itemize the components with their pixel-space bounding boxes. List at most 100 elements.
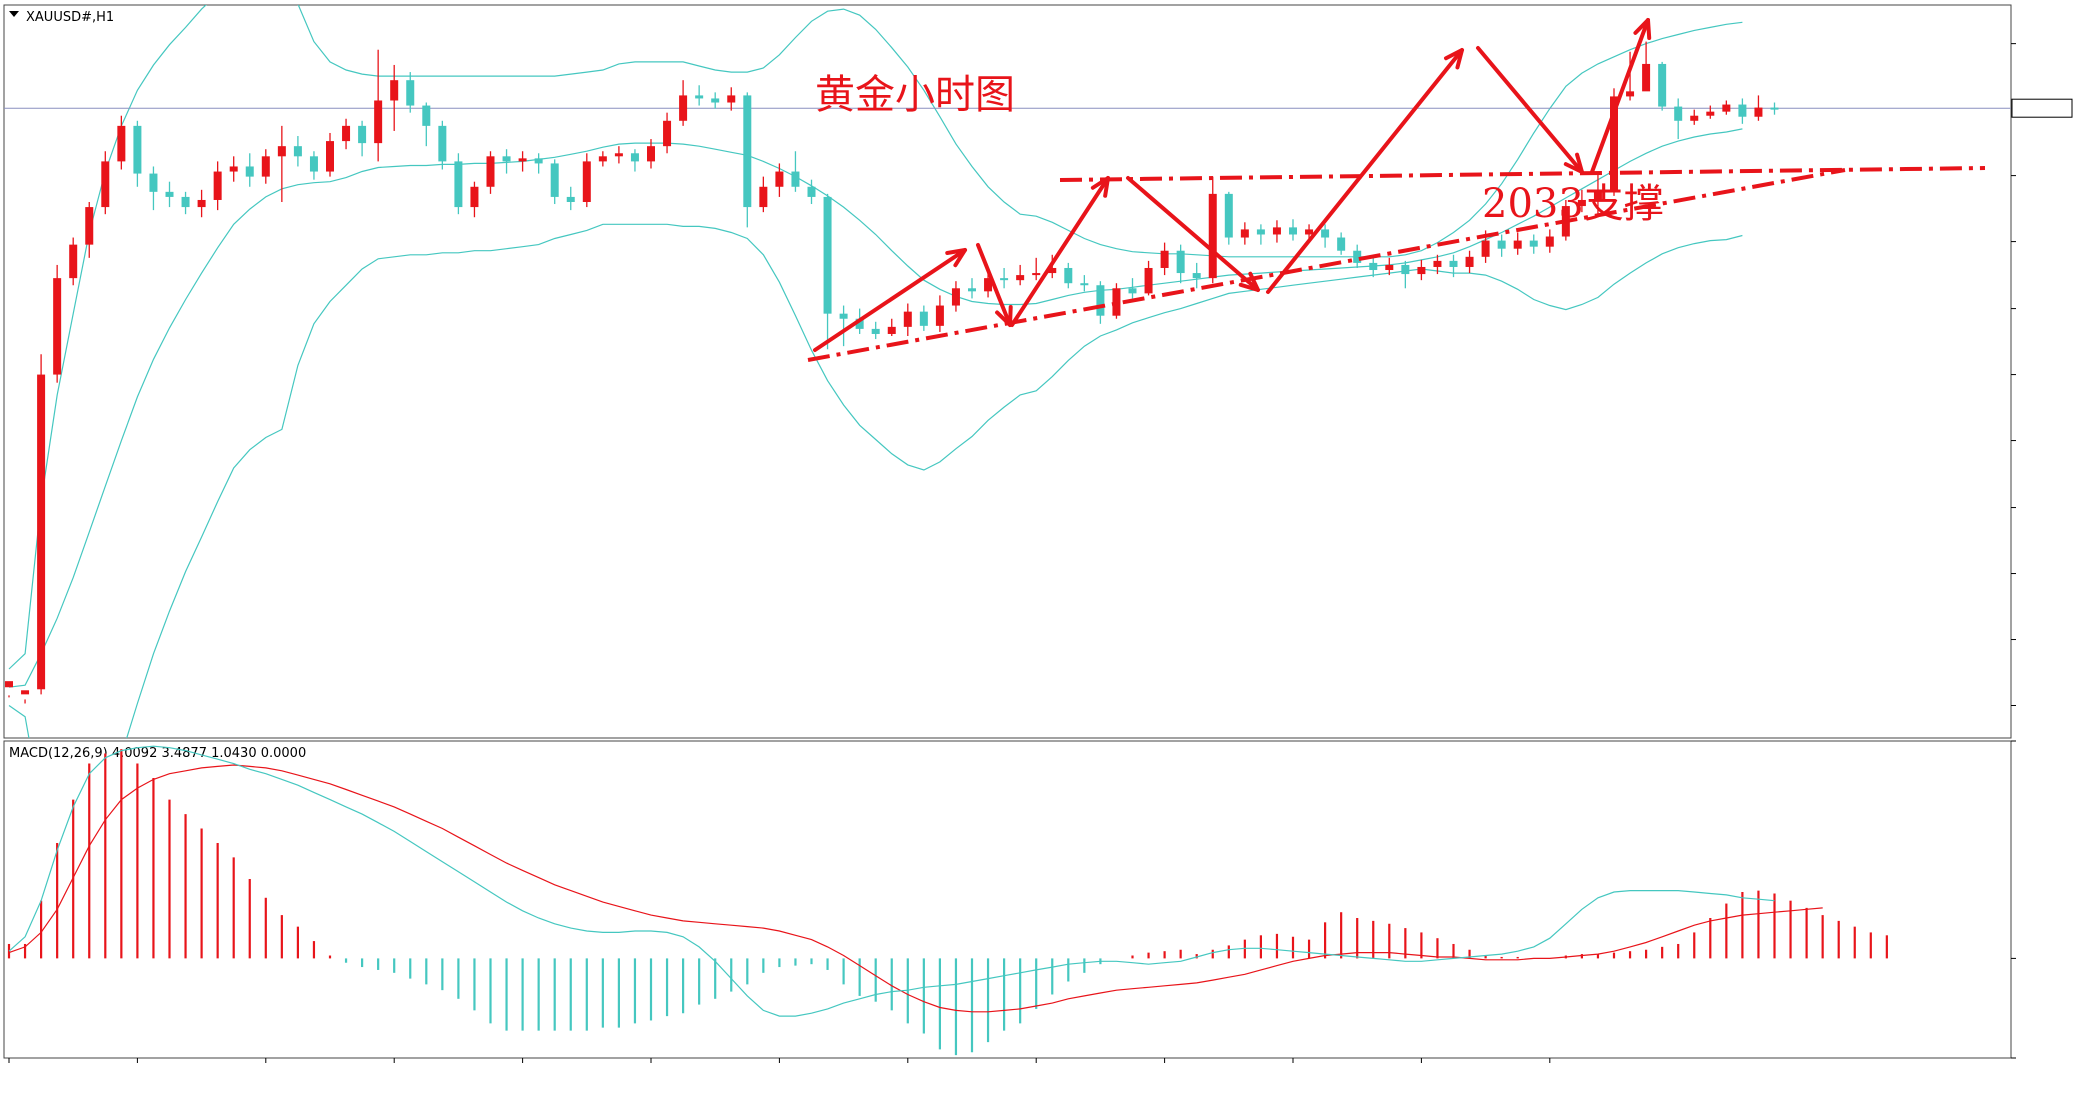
candle-body (438, 125, 447, 162)
candle-body (1626, 91, 1635, 97)
trend-arrow-shaft (1266, 48, 1464, 294)
candle-body (855, 318, 864, 329)
candle-body (53, 278, 62, 375)
candle-body (117, 125, 126, 162)
candle-body (1016, 275, 1025, 281)
candle-body (1305, 229, 1314, 235)
candle-body (534, 158, 543, 164)
trend-arrow-shaft (1010, 176, 1110, 327)
candle-body (1208, 193, 1217, 279)
candle-body (101, 161, 110, 208)
trendline-dashdot (807, 168, 1846, 362)
candle-body (550, 163, 559, 197)
candle-body (1738, 104, 1747, 117)
candle-body (1289, 227, 1297, 235)
candle-body (358, 125, 367, 144)
candle-body (984, 278, 993, 292)
candle-body (663, 120, 672, 147)
candle-body (1770, 107, 1779, 110)
candle-body (1048, 267, 1057, 274)
candle-body (181, 196, 190, 208)
candle-body (309, 156, 318, 172)
candle-body (727, 95, 736, 103)
candle-body (919, 311, 928, 326)
candle-body (1706, 111, 1715, 116)
trend-arrow-head (945, 248, 967, 268)
candle-body (1513, 240, 1522, 249)
macd-panel-frame (3, 740, 2012, 1059)
candles (5, 41, 1779, 704)
candle-body (1385, 264, 1394, 271)
candle-body (1240, 229, 1249, 238)
trend-arrow-head (1238, 271, 1260, 292)
candle-body (1449, 260, 1458, 267)
trend-arrow-shaft (1476, 46, 1584, 174)
candle-body (1690, 115, 1699, 121)
candle-body (823, 196, 832, 314)
candle-body (951, 288, 960, 306)
candle-body (1369, 262, 1378, 271)
candle-body (871, 328, 880, 334)
trend-arrows (807, 18, 1986, 362)
trend-arrow-shaft (1126, 176, 1260, 292)
candle-body (1160, 250, 1169, 268)
candle-body (374, 100, 383, 144)
candle-body (149, 173, 158, 192)
candle-body (229, 166, 238, 172)
candle-body (21, 690, 30, 695)
candle-body (1545, 236, 1554, 247)
candle-body (807, 186, 816, 197)
trend-arrow-shaft (813, 248, 967, 352)
candle-body (470, 186, 479, 208)
candle-body (775, 171, 784, 187)
candle-body (342, 125, 351, 142)
candle-body (390, 80, 399, 101)
candle-body (1080, 283, 1089, 286)
candle-body (1642, 63, 1651, 92)
candle-body (1417, 266, 1426, 275)
annotations: 黄金小时图 2033支撑 (815, 72, 1664, 227)
candle-body (1176, 250, 1185, 274)
candle-body (454, 161, 463, 208)
candle-body (1353, 250, 1362, 263)
bollinger-bands (4, 5, 2011, 738)
candle-body (1674, 106, 1683, 121)
candle-body (1754, 107, 1763, 117)
candle-body (1658, 63, 1667, 107)
candle-body (1064, 267, 1073, 284)
candle-body (679, 95, 688, 121)
candle-body (1272, 227, 1281, 235)
trend-arrow-shaft (976, 243, 1012, 327)
candle-body (1593, 189, 1602, 200)
candle-body (85, 207, 94, 245)
candle-body (743, 95, 752, 208)
macd-label: MACD(12,26,9) 4.0092 3.4877 1.0430 0.000… (9, 746, 306, 761)
band-upper-line (8, 5, 1743, 670)
candle-body (1321, 229, 1330, 238)
price-axis (2011, 43, 2016, 1059)
candle-body (1577, 199, 1586, 207)
triangle-down-icon[interactable] (9, 11, 19, 17)
candle-body (406, 80, 415, 106)
price-panel-frame (3, 4, 2012, 739)
candle-body (518, 158, 527, 162)
candle-body (1481, 240, 1490, 257)
candle-body (1128, 288, 1137, 294)
candle-body (1144, 267, 1153, 294)
candle-body (213, 171, 222, 200)
time-axis (8, 1058, 1551, 1063)
trend-arrow-head (1090, 176, 1110, 198)
candle-body (1401, 264, 1410, 275)
macd-signal-line (8, 764, 1823, 1013)
candle-body (1224, 193, 1233, 238)
chart-title-annotation: 黄金小时图 (815, 72, 1015, 118)
trend-arrow-shaft (1590, 18, 1650, 174)
candle-body (614, 153, 623, 157)
candle-body (1465, 256, 1474, 267)
candle-body (165, 191, 174, 197)
candle-body (1032, 273, 1041, 276)
candle-body (968, 288, 976, 292)
candle-body (486, 156, 495, 187)
candle-body (1722, 104, 1731, 112)
